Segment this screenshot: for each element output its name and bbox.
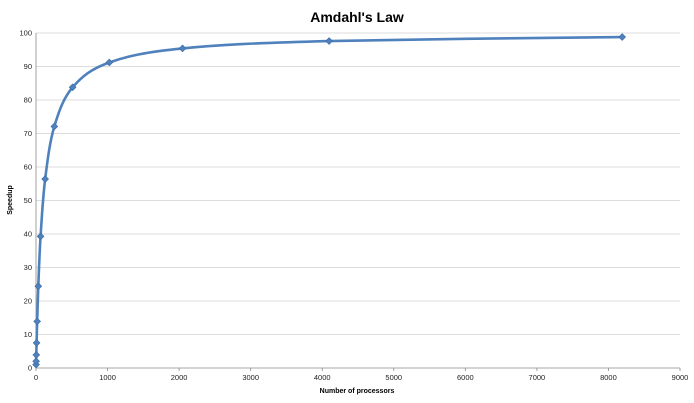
x-tick-label: 6000 [457,373,474,382]
data-point [50,122,59,131]
x-tick-label: 2000 [171,373,188,382]
x-tick-label: 7000 [529,373,546,382]
y-tick-label: 90 [24,62,32,71]
data-point [36,232,45,241]
chart-title: Amdahl's Law [310,9,404,25]
axes [35,33,681,371]
x-tick-labels: 0 1000 2000 3000 4000 5000 6000 7000 8000 9000 [34,373,688,382]
data-point [105,58,114,67]
grid-lines [36,32,680,335]
data-point [618,33,627,41]
y-tick-label: 60 [24,163,32,172]
data-point [32,351,41,359]
data-point [32,357,40,366]
x-tick-label: 9000 [672,373,689,382]
y-tick-label: 40 [24,230,32,239]
data-point [178,44,187,53]
data-point [33,317,41,326]
y-tick-label: 0 [28,364,32,373]
y-tick-label: 70 [24,129,32,138]
y-tick-label: 50 [24,196,32,205]
data-point [325,37,333,45]
series-speedup [34,35,624,366]
x-tick-label: 3000 [242,373,259,382]
y-tick-labels: 0 10 20 30 40 50 60 70 80 90 100 [19,29,32,373]
y-tick-label: 100 [19,29,32,38]
x-tick-label: 8000 [600,373,617,382]
y-tick-label: 80 [24,96,32,105]
data-markers [32,33,627,369]
x-tick-label: 1000 [99,373,116,382]
x-axis-label: Number of processors [320,388,395,395]
data-point [32,339,41,347]
x-tick-label: 0 [34,373,38,382]
data-point [68,83,77,92]
y-tick-label: 10 [24,330,32,339]
data-point [34,282,43,291]
y-tick-label: 20 [24,297,32,306]
x-tick-label: 5000 [385,373,402,382]
y-axis-label: Speedup [7,185,14,215]
data-point [41,175,49,183]
series-line [34,35,624,366]
x-tick-label: 4000 [314,373,331,382]
y-tick-label: 30 [24,263,32,272]
